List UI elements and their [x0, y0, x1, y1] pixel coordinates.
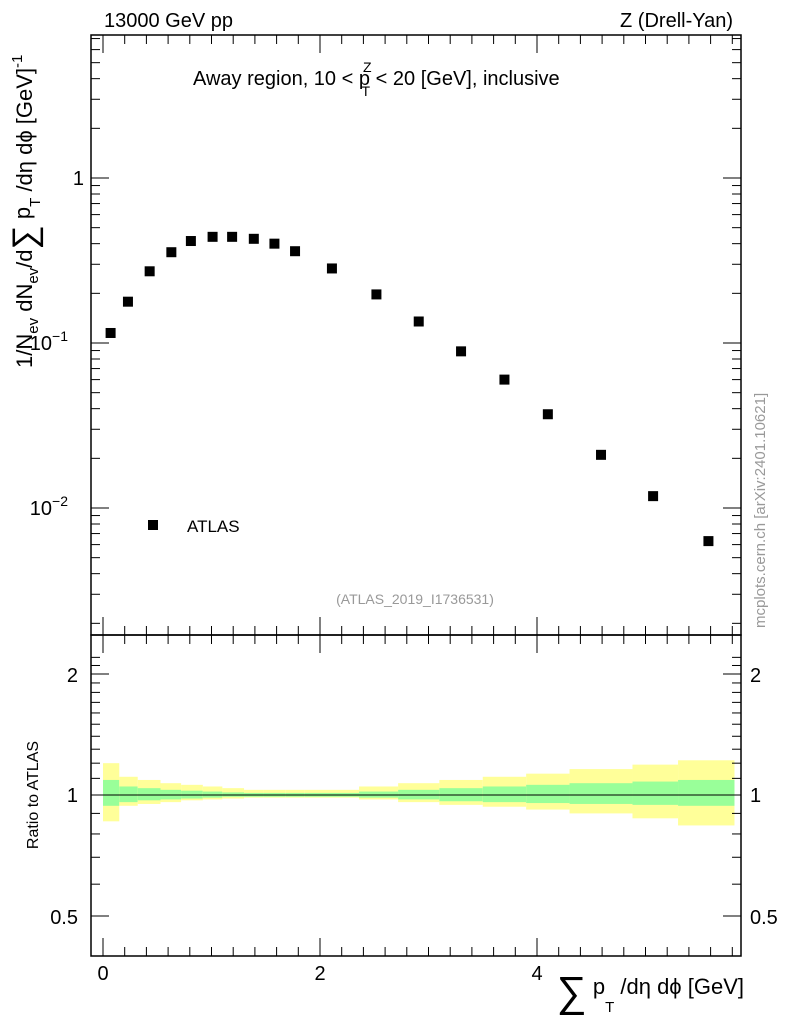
data-point — [269, 238, 280, 249]
legend-marker — [148, 520, 158, 530]
ratio-ytick-2: 2 — [67, 665, 78, 687]
header-right-title: Z (Drell-Yan) — [620, 10, 733, 32]
x-axis-title: ∑ pT /dη dϕ [GeV] — [557, 968, 744, 1016]
data-point — [413, 316, 424, 327]
data-point — [185, 236, 196, 247]
ylabel-c: dN — [12, 284, 37, 318]
data-point — [144, 266, 155, 277]
ytick-label-0-01: 10−2 — [30, 493, 68, 520]
ylabel-sum: ∑ — [6, 225, 44, 249]
ratio-band-inner — [119, 786, 138, 803]
ytick-0-01-exp: −2 — [52, 493, 68, 509]
ratio-right-ytick-0-5: 0.5 — [750, 907, 778, 929]
data-point — [166, 247, 177, 258]
legend-label: ATLAS — [187, 517, 240, 536]
ylabel-e: /d — [12, 249, 37, 267]
ratio-band-inner — [482, 786, 527, 803]
data-points — [105, 231, 714, 547]
watermark: mcplots.cern.ch [arXiv:2401.10621] — [752, 393, 769, 628]
ratio-right-ytick-1: 1 — [750, 785, 761, 807]
ytick-0-1-base: 10 — [30, 333, 52, 355]
data-point — [207, 231, 218, 242]
data-point — [499, 374, 510, 385]
data-point — [596, 449, 607, 460]
main-plot-title: Away region, 10 < pZ T < 20 [GeV], inclus… — [193, 59, 560, 99]
data-point — [122, 296, 133, 307]
data-point — [248, 233, 259, 244]
main-ticks — [91, 35, 741, 635]
xlabel-sum: ∑ — [557, 968, 587, 1015]
data-point — [326, 263, 337, 274]
xlabel-sub: T — [605, 999, 614, 1016]
data-point — [371, 289, 382, 300]
data-point — [456, 346, 467, 357]
xtick-label-2: 2 — [314, 963, 325, 985]
ylabel-a: 1/N — [12, 334, 37, 368]
ylabel-g: p — [10, 207, 35, 225]
ylabel-h: T — [27, 198, 44, 207]
header-left-title: 13000 GeV pp — [104, 10, 233, 32]
ytick-0-1-exp: −1 — [52, 328, 68, 344]
data-point — [227, 231, 238, 242]
ratio-ytick-1: 1 — [67, 785, 78, 807]
ratio-ytick-0-5: 0.5 — [50, 907, 78, 929]
ylabel-b: ev — [25, 317, 42, 333]
ratio-band-inner — [678, 779, 735, 806]
data-point — [290, 246, 301, 257]
ratio-band-inner — [103, 779, 120, 806]
data-point — [105, 327, 116, 338]
ytick-0-01-base: 10 — [30, 498, 52, 520]
ylabel-i: /dη dϕ [GeV] — [12, 68, 37, 198]
ytick-label-0-1: 10−1 — [30, 328, 68, 355]
ylabel-j: -1 — [9, 55, 26, 68]
xlabel-rest: /dη dϕ [GeV] — [614, 974, 744, 999]
ratio-y-axis-title: Ratio to ATLAS — [25, 741, 42, 849]
data-point — [703, 536, 714, 547]
xlabel-p: p — [587, 974, 605, 999]
main-y-axis-title: 1/Nev dNev/d∑ pT /dη dϕ [GeV]-1 — [6, 55, 44, 368]
ylabel-d: ev — [25, 267, 42, 283]
ratio-bands — [103, 760, 735, 826]
data-point — [648, 491, 659, 502]
ratio-right-ytick-2: 2 — [750, 665, 761, 687]
ratio-band-inner — [569, 783, 633, 804]
xtick-label-0: 0 — [97, 963, 108, 985]
data-point — [542, 409, 553, 420]
ratio-band-inner — [632, 781, 679, 805]
ratio-ticks — [91, 635, 741, 956]
title-sub: T — [362, 83, 371, 99]
analysis-id: (ATLAS_2019_I1736531) — [336, 591, 494, 607]
title-part-b: < 20 [GeV], inclusive — [370, 68, 560, 90]
ytick-label-1: 1 — [73, 168, 84, 190]
ratio-band-inner — [526, 784, 570, 804]
title-sup: Z — [363, 59, 372, 75]
xtick-label-4: 4 — [531, 963, 542, 985]
ratio-band-inner — [137, 788, 161, 801]
main-plot-frame — [90, 34, 742, 636]
title-part-a: Away region, 10 < p — [193, 68, 370, 90]
